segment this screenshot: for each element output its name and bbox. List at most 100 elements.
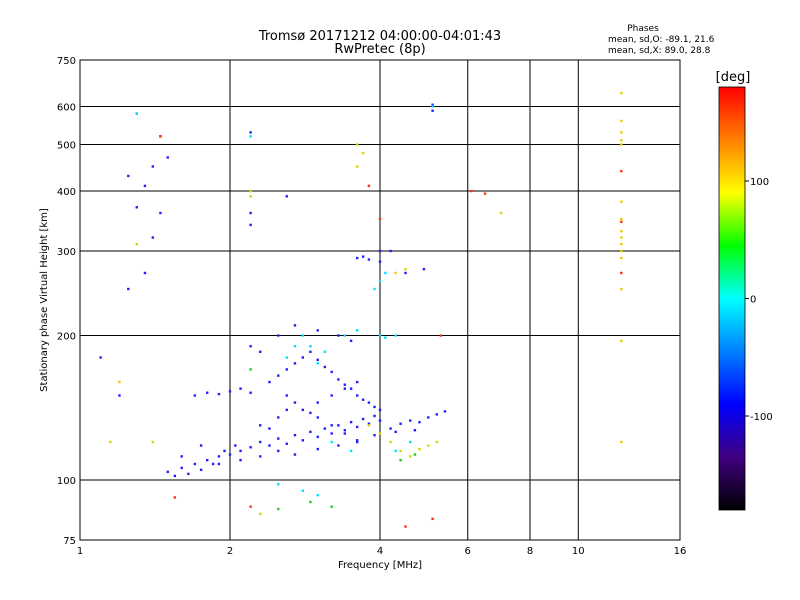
colorbar-ticks: 100 0 -100 — [745, 177, 773, 423]
data-point — [180, 455, 183, 458]
data-point — [127, 174, 130, 178]
data-point — [217, 392, 221, 396]
data-point — [394, 430, 397, 434]
data-point — [620, 440, 623, 444]
data-point — [373, 433, 376, 437]
data-point — [293, 362, 297, 365]
x-tick-label: 16 — [674, 546, 687, 557]
data-point — [394, 334, 397, 337]
y-axis-label: Stationary phase Virtual Height [km] — [39, 208, 50, 392]
data-point — [373, 287, 376, 291]
data-point — [277, 437, 280, 440]
data-point — [620, 91, 623, 95]
data-point — [249, 345, 252, 348]
x-tick-label: 1 — [77, 546, 83, 557]
data-point — [422, 267, 426, 271]
data-point — [151, 236, 155, 239]
data-point — [127, 287, 130, 291]
y-tick-label: 75 — [63, 536, 76, 547]
data-point — [378, 408, 382, 412]
data-point — [431, 109, 434, 112]
data-point — [239, 449, 242, 453]
data-point — [620, 249, 623, 253]
data-point — [343, 383, 347, 386]
data-point — [293, 453, 297, 456]
data-point — [259, 424, 262, 427]
data-point — [409, 455, 412, 458]
data-point — [443, 410, 447, 413]
data-point — [620, 143, 623, 146]
grid-lines — [80, 60, 680, 540]
data-point — [309, 411, 312, 415]
data-point — [499, 211, 503, 215]
phases-x-stats: mean, sd,X: 89.0, 28.8 — [608, 46, 711, 56]
data-point — [193, 462, 197, 466]
data-point — [301, 439, 305, 442]
data-point — [435, 440, 438, 444]
data-point — [337, 424, 340, 427]
data-point — [389, 427, 392, 430]
data-point — [249, 211, 252, 215]
data-point — [418, 447, 421, 451]
data-point — [373, 405, 376, 409]
plot-frame — [79, 59, 681, 541]
data-point — [413, 453, 417, 456]
data-point — [620, 287, 623, 291]
data-point — [343, 387, 347, 390]
data-point — [470, 189, 473, 193]
data-point — [309, 345, 312, 348]
y-tick-label: 500 — [57, 141, 76, 152]
data-point — [285, 408, 288, 412]
data-point — [355, 165, 359, 168]
data-point — [337, 378, 340, 381]
data-point — [323, 427, 327, 430]
data-point — [249, 223, 252, 227]
data-point — [249, 368, 252, 371]
data-point — [217, 462, 221, 466]
data-point — [378, 279, 382, 283]
data-point — [620, 139, 623, 142]
x-tick-labels: 1 2 4 6 8 10 16 — [77, 546, 687, 557]
chart-title: Tromsø 20171212 04:00:00-04:01:43 — [258, 29, 501, 44]
data-point — [349, 449, 353, 453]
data-point — [199, 444, 203, 447]
data-point — [323, 350, 327, 353]
data-point — [323, 365, 327, 369]
data-point — [620, 339, 623, 343]
data-point — [293, 401, 297, 404]
data-point — [285, 394, 288, 397]
data-point — [285, 442, 288, 445]
data-point — [316, 447, 319, 451]
y-tick-label: 400 — [57, 187, 76, 198]
data-point — [399, 449, 402, 453]
data-point — [620, 169, 623, 173]
data-point — [355, 439, 359, 442]
data-point — [205, 391, 209, 394]
data-point — [620, 256, 623, 260]
data-point — [166, 470, 169, 474]
data-point — [99, 356, 102, 359]
data-point — [330, 424, 333, 427]
y-tick-label: 200 — [57, 332, 76, 343]
colorbar-label: [deg] — [716, 70, 751, 85]
data-point — [259, 512, 262, 516]
data-point — [378, 432, 382, 435]
y-tick-labels: 75 100 200 300 400 500 600 750 — [57, 56, 76, 547]
data-point — [277, 507, 280, 511]
data-point — [249, 135, 252, 138]
data-point — [349, 420, 353, 424]
data-point — [337, 334, 340, 337]
data-point — [435, 413, 438, 416]
data-point — [355, 256, 359, 260]
y-tick-label: 300 — [57, 247, 76, 258]
data-point — [249, 131, 252, 134]
y-tick-label: 100 — [57, 476, 76, 487]
data-point — [277, 483, 280, 486]
data-point — [259, 455, 262, 458]
data-point — [620, 229, 623, 233]
data-point — [249, 195, 252, 198]
data-point — [316, 329, 319, 332]
data-point — [151, 440, 155, 444]
data-point — [293, 433, 297, 437]
chart-subtitle: RwPretec (8p) — [334, 42, 425, 57]
